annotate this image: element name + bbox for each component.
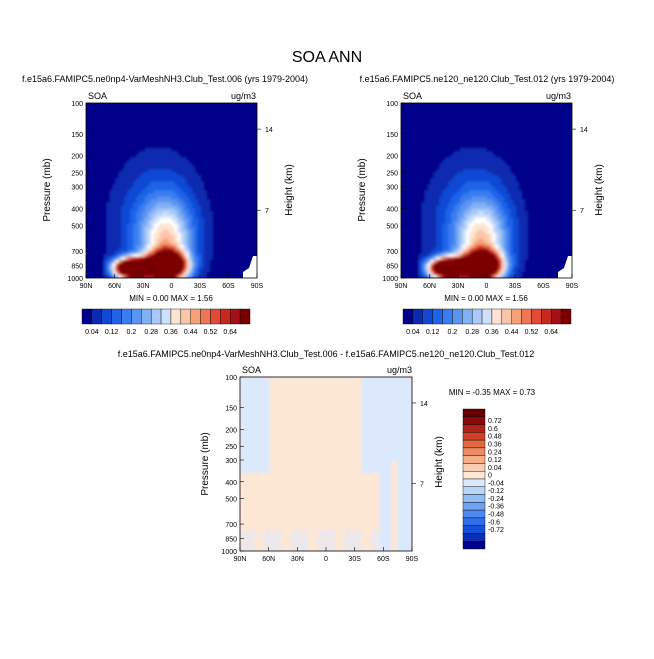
ytick-label: 250 xyxy=(71,171,83,178)
colorbar-label: 0.36 xyxy=(164,329,178,336)
colorbar-swatch xyxy=(82,309,92,324)
colorbar-swatch xyxy=(122,309,132,324)
panel-1-units: ug/m3 xyxy=(231,91,256,101)
panel-2-title: f.e15a6.FAMIPC5.ne120_ne120.Club_Test.01… xyxy=(360,74,615,84)
colorbar-label: 0.28 xyxy=(144,329,158,336)
ytick-label: 700 xyxy=(71,249,83,256)
colorbar-label: 0.12 xyxy=(105,329,119,336)
panel-1-title: f.e15a6.FAMIPC5.ne0np4-VarMeshNH3.Club_T… xyxy=(22,74,308,84)
panel-2: f.e15a6.FAMIPC5.ne120_ne120.Club_Test.01… xyxy=(357,74,614,336)
colorbar-swatch xyxy=(240,309,250,324)
panel-2-field xyxy=(401,103,573,279)
colorbar-swatch xyxy=(191,309,201,324)
colorbar-swatch xyxy=(230,309,240,324)
colorbar-label: 0.52 xyxy=(204,329,218,336)
xtick-label: 30N xyxy=(137,283,150,290)
panel-1-ylabel: Pressure (mb) xyxy=(42,158,53,221)
colorbar-swatch xyxy=(141,309,151,324)
ytick-label: 1000 xyxy=(67,276,83,283)
colorbar-swatch xyxy=(151,309,161,324)
ytick-label: 400 xyxy=(71,206,83,213)
ytick-label: 200 xyxy=(71,154,83,161)
colorbar-swatch xyxy=(220,309,230,324)
panel-1-colorbar: 0.04 0.12 0.2 0.28 0.36 0.44 0.52 0.64 xyxy=(82,309,250,336)
ytick-label: 300 xyxy=(71,184,83,191)
panel-2-left-label: SOA xyxy=(403,91,422,101)
page-title: SOA ANN xyxy=(292,49,362,66)
panel-1-right-ylabel: Height (km) xyxy=(284,164,295,216)
colorbar-swatch xyxy=(201,309,211,324)
colorbar-swatch xyxy=(131,309,141,324)
panel-1-minmax: MIN = 0.00 MAX = 1.56 xyxy=(129,294,213,303)
panel-2-field-cells xyxy=(401,103,573,279)
xtick-label: 90N xyxy=(80,283,93,290)
colorbar-label: 0.44 xyxy=(184,329,198,336)
ytick-label: 500 xyxy=(71,223,83,230)
colorbar-swatch xyxy=(92,309,102,324)
panel-1: f.e15a6.FAMIPC5.ne0np4-VarMeshNH3.Club_T… xyxy=(22,74,308,336)
panel-1-field-cells xyxy=(86,103,258,279)
xtick-label: 0 xyxy=(170,283,174,290)
xtick-label: 30S xyxy=(194,283,207,290)
colorbar-label: 0.2 xyxy=(127,329,137,336)
colorbar-swatch xyxy=(181,309,191,324)
panel-2-units: ug/m3 xyxy=(546,91,571,101)
right-tick-label: 7 xyxy=(265,208,269,215)
colorbar-swatch xyxy=(161,309,171,324)
xtick-label: 60S xyxy=(222,283,235,290)
colorbar-swatch xyxy=(102,309,112,324)
panel-1-field xyxy=(86,103,258,279)
colorbar-swatch xyxy=(171,309,181,324)
colorbar-label: 0.64 xyxy=(223,329,237,336)
xtick-label: 90S xyxy=(251,283,264,290)
xtick-label: 60N xyxy=(108,283,121,290)
right-tick-label: 14 xyxy=(265,127,273,134)
colorbar-swatch xyxy=(210,309,220,324)
colorbar-swatch xyxy=(112,309,122,324)
colorbar-label: 0.04 xyxy=(85,329,99,336)
ytick-label: 100 xyxy=(71,101,83,108)
ytick-label: 150 xyxy=(71,132,83,139)
panel-1-rticks: 14 7 xyxy=(257,127,273,215)
ytick-label: 850 xyxy=(71,264,83,271)
panel-1-left-label: SOA xyxy=(88,91,107,101)
